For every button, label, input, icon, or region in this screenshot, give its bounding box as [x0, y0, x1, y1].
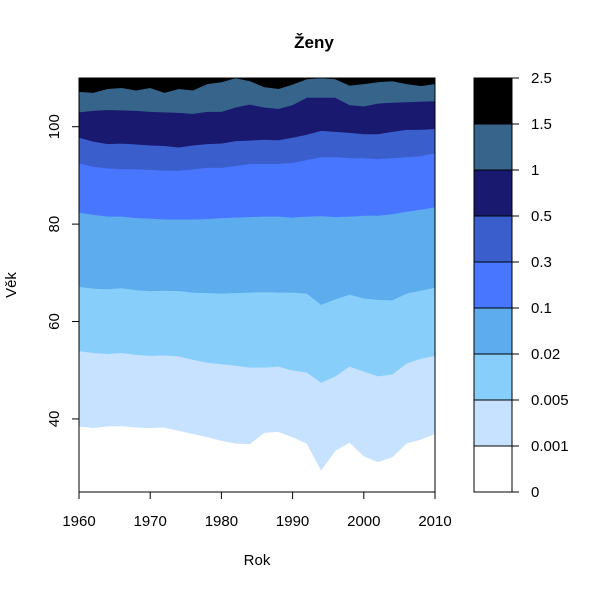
- legend-label: 0: [531, 484, 539, 501]
- legend-label: 1.5: [531, 116, 552, 133]
- legend-swatch: [473, 123, 513, 171]
- legend-label: 0.3: [531, 254, 552, 271]
- x-axis-label: Rok: [244, 552, 271, 569]
- contour-bands: [78, 77, 436, 493]
- legend-label: 0.02: [531, 346, 560, 363]
- x-axis: 1960 1970 1980 1990 2000 2010: [62, 491, 452, 530]
- chart-title: Ženy: [294, 33, 334, 52]
- color-legend: 0 0.001 0.005 0.02 0.1 0.3 0.5 1 1.5 2.5: [473, 70, 569, 501]
- x-tick-label: 1980: [205, 513, 238, 530]
- x-tick-label: 1990: [276, 513, 309, 530]
- legend-swatch: [473, 307, 513, 355]
- y-tick-label: 60: [46, 313, 63, 330]
- y-tick-label: 100: [46, 114, 63, 139]
- legend-label: 1: [531, 162, 539, 179]
- legend-swatch: [473, 169, 513, 217]
- legend-swatch: [473, 353, 513, 401]
- legend-swatch: [473, 77, 513, 125]
- legend-label: 0.1: [531, 300, 552, 317]
- y-axis: 40 60 80 100: [46, 114, 80, 428]
- legend-label: 0.005: [531, 392, 569, 409]
- x-tick-label: 1970: [134, 513, 167, 530]
- legend-swatch: [473, 399, 513, 447]
- x-tick-label: 2010: [418, 513, 451, 530]
- legend-swatch: [473, 445, 513, 493]
- legend-label: 0.001: [531, 438, 569, 455]
- x-tick-label: 2000: [347, 513, 380, 530]
- legend-swatch: [473, 215, 513, 263]
- y-tick-label: 80: [46, 216, 63, 233]
- legend-label: 0.5: [531, 208, 552, 225]
- legend-label: 2.5: [531, 70, 552, 87]
- y-axis-label: Věk: [3, 272, 20, 298]
- y-tick-label: 40: [46, 411, 63, 428]
- legend-swatch: [473, 261, 513, 309]
- x-tick-label: 1960: [62, 513, 95, 530]
